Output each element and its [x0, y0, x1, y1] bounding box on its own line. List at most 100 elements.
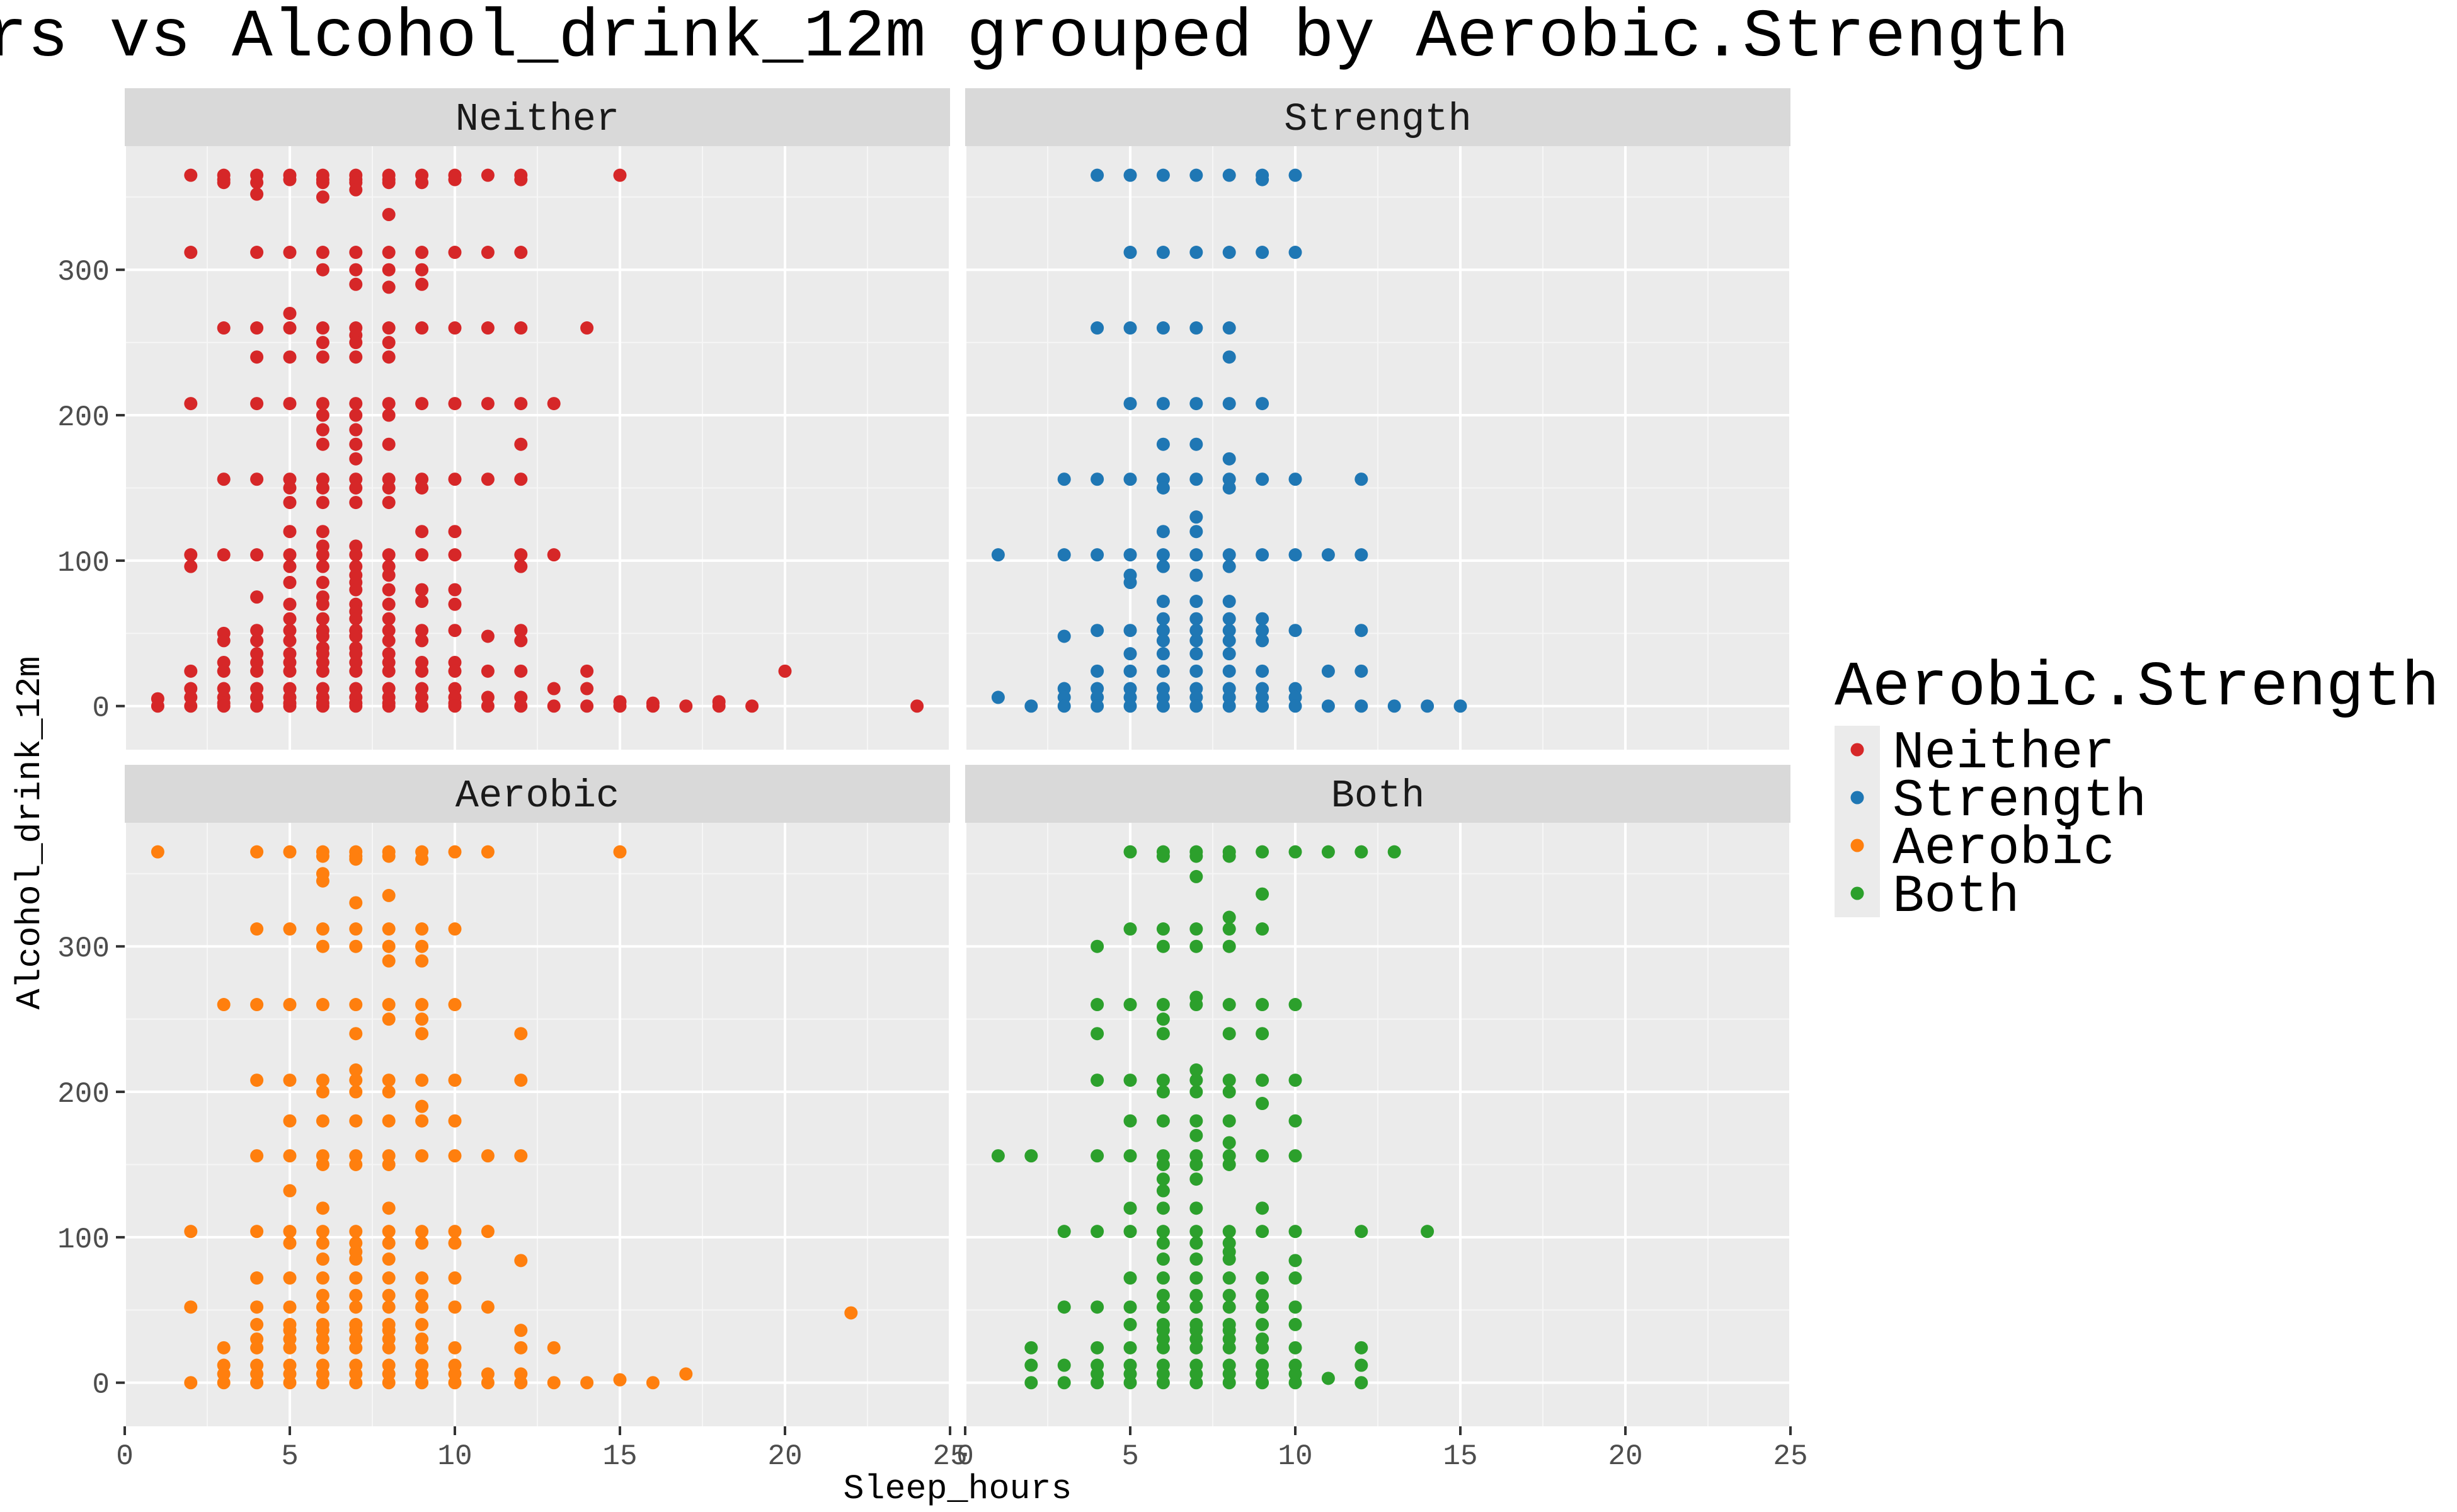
- data-point: [415, 664, 429, 678]
- data-point: [349, 437, 363, 451]
- data-point: [349, 408, 363, 422]
- data-point: [1123, 548, 1137, 562]
- data-point: [349, 1157, 363, 1171]
- legend-entry-neither: Neither: [1835, 724, 2115, 784]
- data-point: [1288, 1271, 1302, 1285]
- x-tick-label: 0: [116, 1440, 134, 1473]
- data-point: [1156, 1172, 1170, 1186]
- data-point: [514, 1341, 528, 1354]
- data-point: [481, 699, 495, 713]
- legend-label: Strength: [1893, 772, 2146, 832]
- data-point: [349, 183, 363, 197]
- data-point: [382, 1252, 396, 1266]
- data-point: [415, 277, 429, 291]
- data-point: [1156, 1252, 1170, 1266]
- data-point: [1288, 548, 1302, 562]
- data-point: [349, 922, 363, 936]
- data-point: [448, 998, 462, 1012]
- data-point: [415, 1236, 429, 1250]
- data-point: [349, 336, 363, 350]
- data-point: [1091, 1376, 1104, 1390]
- data-point: [1024, 1376, 1038, 1390]
- data-point: [316, 1271, 329, 1285]
- data-point: [382, 583, 396, 597]
- data-point: [1222, 1376, 1236, 1390]
- data-point: [349, 350, 363, 364]
- data-point: [1024, 1149, 1038, 1163]
- data-point: [1123, 397, 1137, 411]
- data-point: [1156, 922, 1170, 936]
- data-point: [316, 1252, 329, 1266]
- data-point: [1156, 1114, 1170, 1128]
- data-point: [514, 173, 528, 186]
- data-point: [283, 173, 297, 186]
- data-point: [1123, 1271, 1137, 1285]
- data-point: [283, 1376, 297, 1390]
- data-point: [1189, 699, 1203, 713]
- data-point: [1354, 1376, 1368, 1390]
- data-point: [1189, 595, 1203, 609]
- data-point: [415, 1376, 429, 1390]
- data-point: [415, 922, 429, 936]
- data-point: [382, 1201, 396, 1215]
- data-point: [514, 548, 528, 562]
- data-point: [1156, 612, 1170, 626]
- data-point: [580, 699, 594, 713]
- data-point: [1123, 1341, 1137, 1354]
- data-point: [1256, 1149, 1269, 1163]
- data-point: [316, 1300, 329, 1314]
- data-point: [613, 168, 627, 182]
- y-axis-label: Alcohol_drink_12m: [10, 656, 50, 1009]
- data-point: [316, 246, 329, 260]
- data-point: [316, 548, 329, 562]
- data-point: [217, 699, 231, 713]
- data-point: [415, 939, 429, 953]
- data-points: [151, 168, 924, 713]
- data-point: [1091, 664, 1104, 678]
- data-point: [1321, 1372, 1335, 1385]
- legend: Aerobic.Strength NeitherStrengthAerobicB…: [1835, 653, 2439, 927]
- data-point: [415, 595, 429, 609]
- data-point: [217, 664, 231, 678]
- data-point: [250, 548, 264, 562]
- data-point: [382, 1376, 396, 1390]
- data-point: [217, 1341, 231, 1354]
- data-point: [316, 849, 329, 863]
- data-point: [1123, 168, 1137, 182]
- data-point: [1024, 1341, 1038, 1354]
- data-point: [283, 612, 297, 626]
- data-point: [316, 176, 329, 190]
- data-point: [382, 849, 396, 863]
- data-point: [283, 1236, 297, 1250]
- data-point: [448, 1114, 462, 1128]
- data-point: [481, 845, 495, 859]
- data-point: [1256, 548, 1269, 562]
- data-point: [547, 397, 561, 411]
- x-tick-label: 25: [1773, 1440, 1807, 1473]
- data-point: [415, 176, 429, 190]
- data-point: [184, 1300, 198, 1314]
- data-point: [184, 168, 198, 182]
- data-point: [481, 629, 495, 643]
- data-point: [217, 176, 231, 190]
- data-point: [382, 1074, 396, 1087]
- data-point: [382, 624, 396, 638]
- data-point: [382, 954, 396, 968]
- data-point: [382, 437, 396, 451]
- data-point: [1024, 699, 1038, 713]
- data-point: [1123, 1074, 1137, 1087]
- data-point: [184, 559, 198, 573]
- data-point: [283, 1074, 297, 1087]
- data-point: [1091, 548, 1104, 562]
- data-point: [1091, 1027, 1104, 1041]
- data-point: [349, 896, 363, 910]
- data-point: [1189, 397, 1203, 411]
- data-point: [1256, 1201, 1269, 1215]
- data-point: [1222, 849, 1236, 863]
- data-point: [382, 207, 396, 221]
- data-point: [448, 525, 462, 539]
- data-point: [1189, 647, 1203, 661]
- data-point: [283, 525, 297, 539]
- facet-strip: [965, 765, 1790, 823]
- data-point: [1156, 1225, 1170, 1239]
